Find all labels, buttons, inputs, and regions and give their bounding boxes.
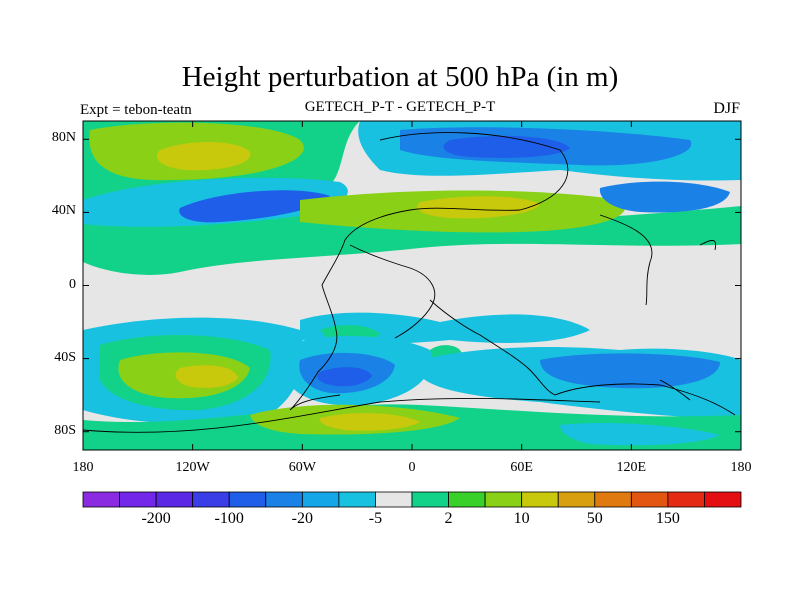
coastline-eastern-arc bbox=[599, 214, 653, 306]
colorbar-swatch bbox=[301, 491, 340, 508]
nh-west-trough-core bbox=[179, 190, 330, 223]
colorbar-swatch bbox=[411, 491, 449, 508]
lat-tick-label: 40S bbox=[54, 349, 76, 365]
colorbar bbox=[82, 491, 742, 508]
colorbar-swatch bbox=[594, 491, 632, 508]
lon-tick-label: 60W bbox=[288, 460, 316, 475]
axis-ticks bbox=[82, 121, 742, 450]
lat-tick-label: 80S bbox=[54, 422, 76, 438]
coastline-northern-continent bbox=[289, 132, 569, 411]
colorbar-swatch bbox=[521, 491, 559, 508]
lat-tick-label: 0 bbox=[69, 276, 76, 292]
colorbar-label: 2 bbox=[444, 510, 453, 527]
colorbar-label: -100 bbox=[214, 510, 244, 527]
colorbar-swatch bbox=[375, 491, 413, 508]
lon-tick-label: 0 bbox=[408, 460, 416, 475]
coastline-southern-continent bbox=[429, 299, 736, 416]
lon-tick-label: 180 bbox=[730, 460, 752, 475]
sh-east-core bbox=[540, 353, 720, 389]
colorbar-swatch bbox=[557, 491, 596, 508]
lat-tick-label: 80N bbox=[51, 130, 76, 146]
colorbar-label: -200 bbox=[141, 510, 171, 527]
sh-west-yellow bbox=[175, 365, 238, 388]
coastline-antarctic bbox=[83, 397, 601, 433]
nh-ne-trough bbox=[599, 181, 730, 213]
colorbar-swatch bbox=[448, 491, 486, 508]
figure-title: Height perturbation at 500 hPa (in m) bbox=[181, 61, 619, 93]
coastline-central-landmass bbox=[349, 244, 436, 339]
colorbar-swatch bbox=[228, 491, 267, 508]
sh-high-lat-blue bbox=[560, 423, 720, 446]
colorbar-swatch bbox=[155, 491, 194, 508]
colorbar-label: -20 bbox=[291, 510, 313, 527]
colorbar-label: 10 bbox=[513, 510, 530, 527]
lon-tick-label: 60E bbox=[510, 460, 533, 475]
colorbar-swatch bbox=[667, 491, 705, 508]
nh-yellow-core bbox=[156, 141, 251, 171]
colorbar-label: -5 bbox=[368, 510, 383, 527]
colorbar-swatch bbox=[704, 491, 742, 508]
nh-east-ridge-core bbox=[416, 196, 540, 219]
colorbar-swatch bbox=[82, 491, 120, 508]
sh-central-deep bbox=[317, 367, 372, 387]
season-label: DJF bbox=[713, 100, 740, 117]
contour-fields bbox=[83, 121, 741, 450]
colorbar-label: 50 bbox=[586, 510, 603, 527]
colorbar-swatch bbox=[119, 491, 157, 508]
colorbar-label: 150 bbox=[655, 510, 680, 527]
colorbar-swatch bbox=[630, 491, 669, 508]
coastlines bbox=[83, 132, 736, 433]
dataset-label: GETECH_P-T - GETECH_P-T bbox=[304, 99, 496, 115]
colorbar-swatch bbox=[192, 491, 230, 508]
colorbar-swatch bbox=[338, 491, 376, 508]
lon-tick-label: 120E bbox=[616, 460, 647, 475]
lon-tick-label: 180 bbox=[72, 460, 94, 475]
experiment-label: Expt = tebon-teatn bbox=[80, 102, 192, 118]
sh-high-lat-band-yellow bbox=[319, 413, 420, 431]
lat-tick-label: 40N bbox=[51, 203, 76, 219]
lon-tick-label: 120W bbox=[175, 460, 210, 475]
colorbar-swatch bbox=[265, 491, 303, 508]
nh-polar-deep bbox=[443, 135, 570, 158]
coastline-pacific-islands bbox=[659, 239, 717, 401]
colorbar-swatch bbox=[484, 491, 523, 508]
